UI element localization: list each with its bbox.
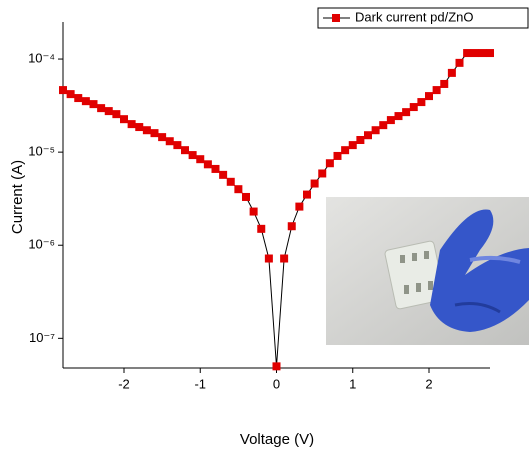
data-point (249, 207, 258, 216)
y-tick-label: 10⁻⁴ (28, 50, 55, 65)
inset-photo (326, 197, 529, 345)
data-point (203, 160, 212, 169)
data-point (386, 116, 395, 125)
x-axis-title: Voltage (V) (240, 431, 314, 448)
data-point (272, 362, 281, 371)
x-tick-label: -2 (118, 376, 130, 391)
data-point (81, 97, 90, 106)
data-point (219, 170, 228, 179)
data-point (165, 137, 174, 146)
legend: Dark current pd/ZnO (317, 7, 529, 29)
data-point (97, 104, 106, 113)
data-point (432, 86, 441, 95)
data-point (59, 86, 67, 95)
x-tick-label: 1 (349, 376, 356, 391)
data-point (333, 151, 342, 160)
data-point (417, 98, 426, 107)
data-point (470, 49, 479, 58)
y-axis-title: Current (A) (9, 160, 26, 234)
data-point (173, 141, 182, 150)
data-point (325, 159, 334, 168)
x-tick-label: 0 (273, 376, 280, 391)
data-point (394, 112, 403, 121)
data-point (211, 164, 220, 173)
data-point (74, 94, 83, 103)
data-point (112, 110, 121, 119)
data-point (425, 92, 433, 101)
data-point (447, 68, 456, 77)
data-point (257, 224, 266, 233)
data-point (455, 58, 464, 67)
data-point (310, 179, 319, 188)
data-point (463, 49, 472, 58)
x-tick-label: -1 (194, 376, 206, 391)
y-tick-label: 10⁻⁶ (28, 237, 55, 252)
y-tick-label: 10⁻⁷ (29, 330, 55, 345)
legend-label: Dark current pd/ZnO (355, 9, 474, 24)
y-tick-label: 10⁻⁵ (28, 144, 55, 159)
data-point (348, 141, 357, 150)
data-point (409, 103, 418, 112)
data-point (158, 133, 167, 142)
data-point (150, 129, 159, 138)
data-point (280, 254, 289, 263)
data-point (196, 155, 205, 164)
data-point (486, 49, 494, 58)
data-point (66, 90, 75, 99)
data-point (371, 126, 380, 135)
data-point (341, 146, 350, 155)
data-point (226, 177, 235, 186)
data-point (142, 126, 151, 135)
data-point (135, 123, 144, 132)
x-tick-label: 2 (425, 376, 432, 391)
data-point (264, 254, 273, 263)
data-point (287, 222, 296, 231)
data-point (364, 131, 372, 140)
data-point (120, 115, 128, 124)
data-point (181, 146, 189, 155)
data-point (478, 49, 487, 58)
data-point (188, 151, 197, 160)
data-point (242, 192, 250, 201)
data-point (356, 136, 365, 145)
data-point (104, 107, 113, 116)
data-point (234, 185, 243, 194)
data-point (89, 100, 98, 109)
data-point (303, 190, 311, 199)
data-point (318, 169, 327, 178)
data-point (127, 120, 136, 129)
data-point (402, 108, 411, 117)
data-point (379, 121, 388, 130)
data-point (440, 79, 449, 88)
data-point (295, 202, 304, 211)
